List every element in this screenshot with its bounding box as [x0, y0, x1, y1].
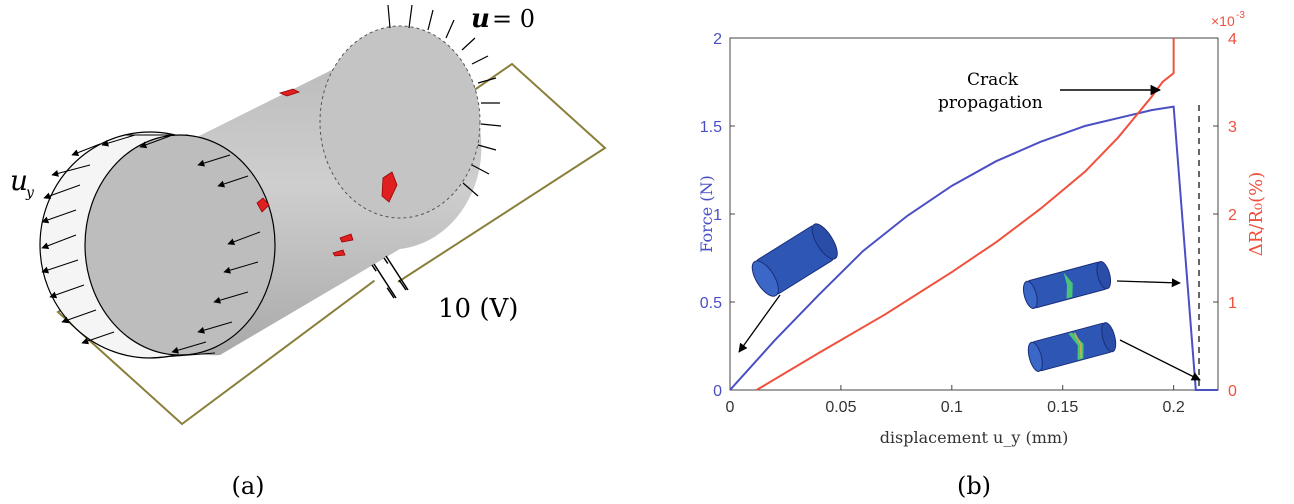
label-uy: u: [10, 164, 28, 197]
specimen-inset-fractured: [1027, 322, 1117, 372]
series-resistance-line: [756, 38, 1175, 391]
arrow-inset-crack-start: [1116, 278, 1181, 288]
y-right-tick-label: 1: [1228, 295, 1237, 312]
crack-patch: [381, 171, 398, 203]
y-right-tick-label: 3: [1228, 119, 1237, 136]
x-tick-label: 0.1: [941, 399, 963, 416]
crack-patch: [339, 233, 354, 243]
fixed-support-lines: [387, 4, 502, 197]
y-right-tick-label: 2: [1228, 207, 1237, 224]
y-right-axis-label: ΔR/R₀(%): [1246, 172, 1267, 257]
x-tick-label: 0.2: [1163, 399, 1185, 416]
y-right-exponent-power: -3: [1236, 10, 1245, 21]
crack-patch: [256, 197, 270, 213]
label-voltage: 10 (V): [438, 294, 518, 324]
label-bc-equals: = 0: [492, 5, 535, 33]
annotation-crack-line2: propagation: [938, 93, 1043, 113]
y-left-tick-label: 2: [713, 31, 722, 48]
label-uy-subscript: y: [25, 185, 35, 201]
crack-patches: [256, 88, 398, 257]
y-left-axis-label: Force (N): [697, 175, 716, 253]
y-right-axis-ticks: 0 1 2 3 4: [1213, 31, 1237, 400]
crack-patch: [278, 88, 301, 97]
x-axis-ticks: 0 0.05 0.1 0.15 0.2: [726, 385, 1185, 416]
series-force-line: [729, 105, 1218, 391]
specimen-inset-initial: [751, 223, 838, 297]
annotation-crack-line1: Crack: [967, 70, 1019, 90]
cylinder-body: [39, 25, 482, 359]
y-left-tick-label: 0: [713, 383, 722, 400]
x-axis-label: displacement u_y (mm): [880, 428, 1069, 447]
y-right-tick-label: 4: [1228, 31, 1237, 48]
specimen-inset-crack-start: [1022, 261, 1112, 309]
panel-a-diagram: u y u = 0 10 (V) (a): [10, 4, 607, 500]
crack-patch: [332, 249, 346, 257]
label-bc-u: u: [471, 4, 490, 34]
x-tick-label: 0.15: [1047, 399, 1078, 416]
y-left-tick-label: 1.5: [700, 119, 722, 136]
y-left-tick-label: 0.5: [700, 295, 722, 312]
panel-b-chart: 0 0.05 0.1 0.15 0.2 0 0.5 1 1.5 2 0 1 2 3 4 Crack pr…: [697, 10, 1267, 500]
plot-area: [729, 37, 1219, 391]
y-right-tick-label: 0: [1228, 383, 1237, 400]
caption-panel-a: (a): [231, 472, 264, 500]
y-right-exponent: ×10: [1211, 13, 1235, 29]
y-left-tick-label: 1: [713, 207, 722, 224]
displacement-arrows: [41, 134, 261, 354]
x-tick-label: 0: [726, 399, 735, 416]
arrow-inset-initial: [738, 294, 781, 353]
y-left-axis-ticks: 0 0.5 1 1.5 2: [700, 31, 735, 400]
x-tick-label: 0.05: [825, 399, 856, 416]
arrow-inset-fractured: [1119, 339, 1201, 381]
caption-panel-b: (b): [957, 472, 991, 500]
